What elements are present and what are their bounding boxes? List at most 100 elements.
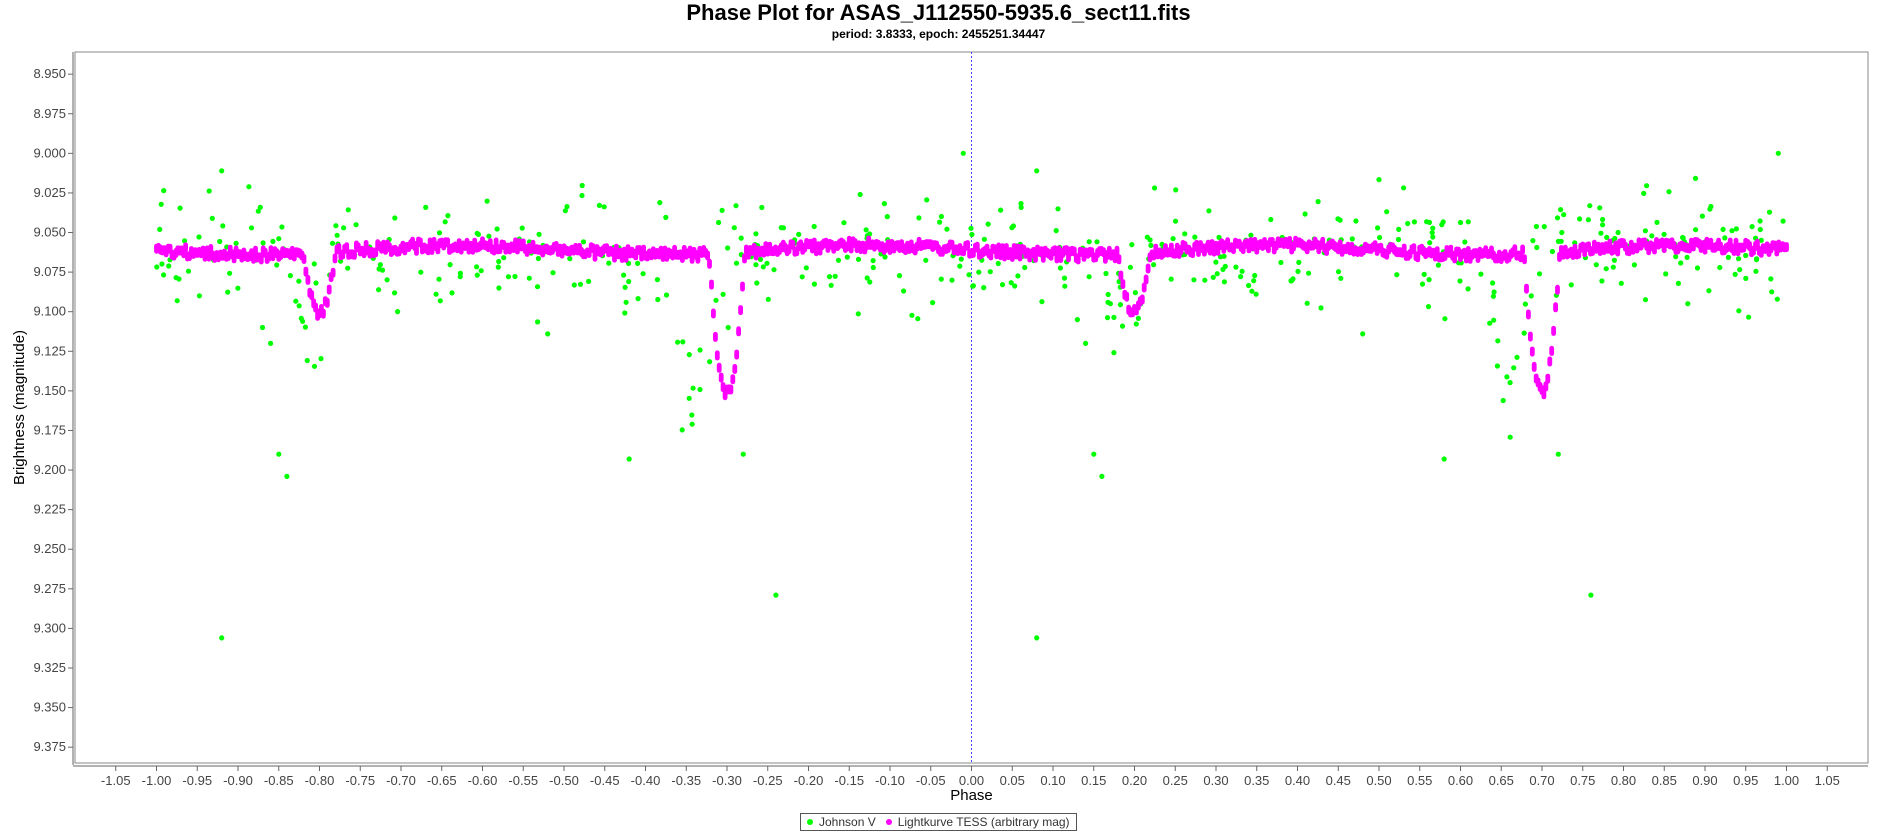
- johnson-v-point: [329, 240, 336, 246]
- x-tick-label: 0.15: [1081, 773, 1106, 788]
- lightkurve-point: [1000, 243, 1005, 254]
- johnson-v-point: [1152, 185, 1158, 191]
- lightkurve-point: [1141, 282, 1147, 293]
- lightkurve-point: [332, 253, 338, 264]
- johnson-v-point: [985, 221, 991, 227]
- johnson-v-point: [640, 271, 646, 277]
- johnson-v-point: [1549, 248, 1555, 255]
- johnson-v-point: [1684, 254, 1690, 260]
- lightkurve-point: [425, 245, 431, 256]
- lightkurve-point: [1033, 252, 1038, 263]
- johnson-v-point: [1757, 218, 1763, 224]
- x-tick-label: -0.75: [345, 773, 375, 788]
- johnson-v-point: [1132, 290, 1138, 296]
- johnson-v-point: [225, 289, 231, 295]
- johnson-v-point: [1091, 451, 1097, 457]
- y-tick-label: 9.225: [33, 502, 66, 517]
- johnson-v-point: [1514, 354, 1520, 360]
- x-tick-label: -0.95: [182, 773, 212, 788]
- johnson-v-point: [1233, 264, 1239, 270]
- johnson-v-point: [1295, 268, 1301, 274]
- johnson-v-point: [1725, 254, 1731, 260]
- johnson-v-point: [773, 592, 779, 598]
- x-tick-label: -1.00: [142, 773, 172, 788]
- x-tick-label: -0.80: [305, 773, 335, 788]
- johnson-v-point: [1491, 289, 1497, 295]
- lightkurve-point: [736, 326, 741, 337]
- johnson-v-point: [392, 290, 398, 296]
- johnson-v-point: [535, 319, 541, 325]
- lightkurve-point: [711, 308, 716, 319]
- johnson-v-point: [1401, 185, 1407, 191]
- johnson-v-point: [1375, 225, 1381, 231]
- johnson-v-point: [1442, 316, 1448, 322]
- johnson-v-point: [1618, 280, 1624, 286]
- legend-item-johnson-v: Johnson V: [807, 815, 876, 829]
- lightkurve-point: [718, 372, 724, 383]
- lightkurve-point: [324, 297, 330, 308]
- johnson-v-point: [276, 236, 282, 242]
- johnson-v-point: [675, 339, 681, 345]
- johnson-v-point: [857, 191, 863, 198]
- johnson-v-point: [1507, 434, 1513, 440]
- johnson-v-point: [621, 272, 627, 278]
- johnson-v-point: [1504, 374, 1510, 380]
- x-tick-label: 0.50: [1366, 773, 1391, 788]
- y-tick-label: 9.375: [33, 739, 66, 754]
- johnson-v-point: [1182, 231, 1188, 237]
- lightkurve-point: [303, 266, 309, 277]
- lightkurve-point: [1547, 356, 1553, 367]
- johnson-v-point: [255, 208, 261, 214]
- johnson-v-point: [1587, 203, 1593, 209]
- johnson-v-point: [1757, 226, 1763, 233]
- johnson-v-point: [759, 204, 765, 211]
- lightkurve-point: [429, 245, 435, 255]
- johnson-v-point: [1511, 365, 1517, 371]
- johnson-v-point: [1733, 226, 1739, 232]
- lightkurve-point: [1112, 253, 1118, 264]
- lightkurve-point: [1553, 302, 1558, 313]
- johnson-v-point: [185, 268, 192, 274]
- x-tick-label: -0.65: [427, 773, 457, 788]
- johnson-v-point: [1769, 289, 1775, 295]
- johnson-v-point: [437, 298, 443, 304]
- lightkurve-point: [680, 253, 685, 263]
- johnson-v-point: [764, 260, 770, 266]
- johnson-v-point: [1111, 314, 1117, 320]
- johnson-v-point: [835, 257, 842, 263]
- johnson-v-point: [863, 227, 869, 233]
- johnson-v-point: [1018, 200, 1024, 207]
- johnson-v-point: [1377, 234, 1383, 241]
- lightkurve-point: [1118, 270, 1124, 281]
- y-tick-label: 8.975: [33, 106, 66, 121]
- lightkurve-point: [1526, 309, 1531, 320]
- johnson-v-point: [970, 283, 976, 289]
- johnson-v-point: [1775, 150, 1781, 156]
- johnson-v-point: [738, 235, 744, 241]
- johnson-v-point: [657, 200, 663, 206]
- x-tick-label: 1.00: [1774, 773, 1799, 788]
- johnson-v-point: [1753, 268, 1759, 274]
- y-tick-label: 9.250: [33, 541, 66, 556]
- johnson-v-point: [248, 225, 255, 231]
- johnson-v-point: [1034, 635, 1040, 641]
- johnson-v-point: [1119, 323, 1126, 329]
- johnson-v-point: [968, 225, 974, 231]
- lightkurve-point: [1415, 252, 1421, 263]
- johnson-v-point: [1430, 234, 1436, 240]
- y-tick-label: 9.125: [33, 343, 66, 358]
- lightkurve-point: [321, 308, 326, 319]
- lightkurve-point: [716, 362, 722, 373]
- johnson-v-point: [377, 262, 383, 268]
- lightkurve-point: [1075, 254, 1081, 265]
- johnson-v-point: [1641, 190, 1647, 196]
- x-tick-label: 0.75: [1570, 773, 1595, 788]
- johnson-v-point: [855, 256, 862, 262]
- johnson-v-point: [987, 269, 993, 275]
- lightkurve-point: [1549, 345, 1555, 356]
- johnson-v-point: [1528, 293, 1534, 299]
- johnson-v-point: [260, 240, 266, 246]
- johnson-v-point: [1022, 264, 1028, 271]
- johnson-v-point: [447, 262, 453, 268]
- lightkurve-point: [730, 374, 736, 385]
